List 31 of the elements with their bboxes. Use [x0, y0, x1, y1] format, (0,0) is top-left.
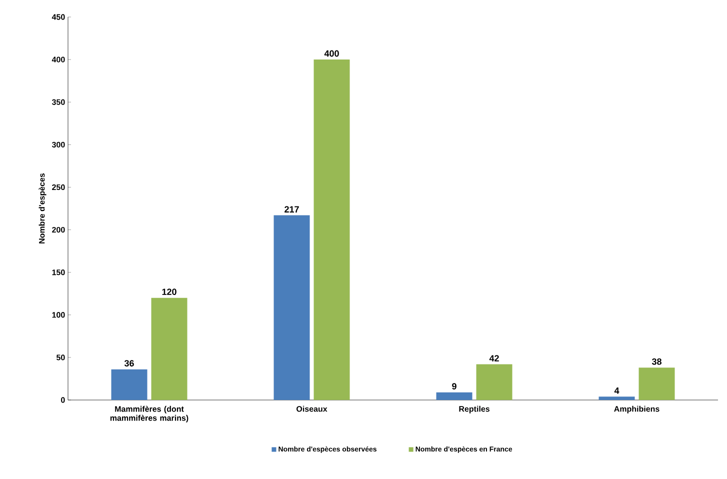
y-tick-label: 150	[52, 270, 65, 276]
x-tick-label: Mammifères (dont mammifères marins)	[110, 406, 188, 422]
y-tick-label: 200	[52, 226, 65, 233]
y-tick-label: 0	[61, 397, 65, 403]
bar	[598, 396, 635, 400]
data-label: 217	[284, 206, 299, 212]
y-axis-title: Nombre d'espèces	[38, 173, 46, 244]
bar	[436, 392, 472, 400]
y-tick-label: 100	[52, 312, 65, 318]
y-tick-label: 250	[52, 184, 65, 190]
data-label: 42	[489, 355, 499, 362]
x-tick-label: Oiseaux	[296, 406, 328, 412]
bar	[151, 298, 188, 400]
bar	[638, 368, 675, 400]
data-label: 4	[614, 388, 620, 394]
x-tick-label: Reptiles	[459, 406, 490, 414]
bar	[111, 369, 148, 400]
x-tick-label: Amphibiens	[614, 406, 660, 414]
bar	[476, 364, 512, 400]
data-label: 38	[652, 358, 662, 365]
y-tick-label: 400	[52, 56, 65, 62]
y-tick-label: 350	[52, 99, 65, 105]
y-tick-label: 450	[52, 14, 65, 20]
data-label: 9	[452, 383, 456, 390]
bar	[274, 215, 310, 400]
y-tick-label: 50	[56, 354, 65, 360]
data-label: 36	[124, 360, 134, 366]
y-tick-label: 300	[52, 142, 65, 148]
data-label: 120	[162, 288, 176, 296]
bar	[314, 60, 350, 400]
data-label: 400	[324, 50, 339, 57]
